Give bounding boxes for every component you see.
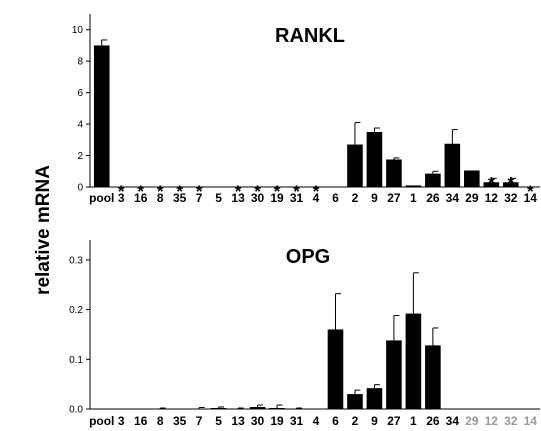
bar bbox=[210, 408, 227, 409]
significance-marker: * bbox=[488, 173, 495, 192]
x-tick-label: 26 bbox=[426, 191, 440, 205]
x-tick-label: 3 bbox=[118, 191, 125, 205]
bar bbox=[425, 345, 441, 409]
significance-marker: * bbox=[157, 182, 164, 201]
bar bbox=[93, 45, 110, 187]
x-tick-label: 29 bbox=[465, 414, 479, 428]
x-tick-label: 2 bbox=[352, 191, 359, 205]
x-tick-label: 1 bbox=[410, 414, 417, 428]
x-tick-label: 29 bbox=[465, 191, 479, 205]
bar bbox=[464, 170, 480, 187]
x-tick-label: 27 bbox=[387, 414, 401, 428]
x-tick-label: 26 bbox=[426, 414, 440, 428]
significance-marker: * bbox=[176, 182, 183, 201]
y-tick-label: 0.2 bbox=[69, 305, 83, 316]
bar bbox=[366, 131, 383, 187]
bar bbox=[386, 340, 402, 409]
x-tick-label: 4 bbox=[313, 191, 320, 205]
x-tick-label: 8 bbox=[157, 191, 164, 205]
significance-marker: * bbox=[274, 182, 281, 201]
x-tick-label: 27 bbox=[387, 191, 401, 205]
x-tick-label: 14 bbox=[524, 414, 538, 428]
y-axis-label: relative mRNA bbox=[33, 165, 54, 295]
x-tick-label: 34 bbox=[446, 191, 460, 205]
significance-marker: * bbox=[235, 182, 242, 201]
x-tick-label: pool bbox=[89, 414, 114, 428]
bar bbox=[347, 394, 363, 409]
bar bbox=[425, 173, 441, 187]
significance-marker: * bbox=[293, 182, 300, 201]
x-tick-label: 30 bbox=[251, 191, 265, 205]
y-tick-label: 0.1 bbox=[69, 355, 83, 366]
significance-marker: * bbox=[118, 182, 125, 201]
x-tick-label: 8 bbox=[157, 414, 164, 428]
x-tick-label: 19 bbox=[270, 191, 284, 205]
x-tick-label: 14 bbox=[524, 191, 538, 205]
bar bbox=[405, 185, 422, 187]
bar bbox=[386, 159, 402, 187]
x-tick-label: 3 bbox=[118, 414, 125, 428]
x-tick-label: 9 bbox=[371, 191, 378, 205]
y-tick-label: 0.0 bbox=[69, 405, 83, 416]
bar bbox=[444, 143, 461, 187]
significance-marker: * bbox=[196, 182, 203, 201]
x-tick-label: 5 bbox=[215, 414, 222, 428]
x-tick-label: 32 bbox=[504, 191, 518, 205]
x-tick-label: 6 bbox=[332, 414, 339, 428]
x-tick-label: 4 bbox=[313, 414, 320, 428]
bar bbox=[502, 182, 519, 187]
x-tick-label: 12 bbox=[485, 191, 499, 205]
y-tick-label: 0.3 bbox=[69, 255, 83, 266]
x-tick-label: 12 bbox=[485, 414, 499, 428]
x-tick-label: 6 bbox=[332, 191, 339, 205]
x-tick-label: 34 bbox=[446, 414, 460, 428]
bar bbox=[347, 144, 363, 187]
significance-marker: * bbox=[254, 182, 261, 201]
x-tick-label: 2 bbox=[352, 414, 359, 428]
x-tick-label: 16 bbox=[134, 414, 148, 428]
y-tick-label: 0 bbox=[77, 183, 83, 194]
x-tick-label: 5 bbox=[215, 191, 222, 205]
x-tick-label: 31 bbox=[290, 191, 304, 205]
x-tick-label: 35 bbox=[173, 414, 187, 428]
x-tick-label: 13 bbox=[231, 191, 245, 205]
significance-marker: * bbox=[313, 182, 320, 201]
x-tick-label: 7 bbox=[196, 191, 203, 205]
x-tick-label: 13 bbox=[231, 414, 245, 428]
x-tick-label: 7 bbox=[196, 414, 203, 428]
bar bbox=[249, 407, 266, 409]
chart-title: RANKL bbox=[275, 25, 345, 47]
x-tick-label: 35 bbox=[173, 191, 187, 205]
x-tick-label: 30 bbox=[251, 414, 265, 428]
y-tick-label: 2 bbox=[77, 151, 83, 162]
significance-marker: * bbox=[527, 182, 534, 201]
significance-marker: * bbox=[137, 182, 144, 201]
x-tick-label: 32 bbox=[504, 414, 518, 428]
x-tick-label: 19 bbox=[270, 414, 284, 428]
y-tick-label: 4 bbox=[77, 120, 83, 131]
x-tick-label: pool bbox=[89, 191, 114, 205]
x-tick-label: 16 bbox=[134, 191, 148, 205]
bar bbox=[327, 329, 344, 409]
bar bbox=[405, 313, 422, 409]
y-tick-label: 8 bbox=[77, 57, 83, 68]
x-tick-label: 1 bbox=[410, 191, 417, 205]
bar bbox=[269, 408, 285, 409]
y-tick-label: 6 bbox=[77, 88, 83, 99]
bar bbox=[483, 182, 500, 187]
chart-title: OPG bbox=[286, 246, 330, 268]
bar bbox=[366, 388, 383, 409]
x-tick-label: 31 bbox=[290, 414, 304, 428]
x-tick-label: 9 bbox=[371, 414, 378, 428]
y-tick-label: 10 bbox=[72, 25, 84, 36]
significance-marker: * bbox=[507, 173, 514, 192]
